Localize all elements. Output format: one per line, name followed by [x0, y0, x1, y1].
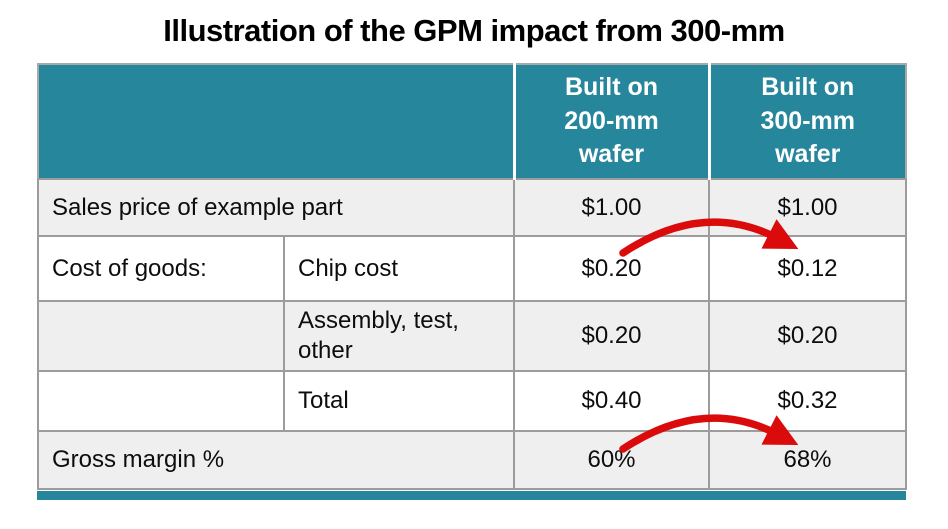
bottom-accent-bar: [37, 491, 906, 500]
sales-price-200: $1.00: [513, 178, 710, 237]
total-label: Total: [283, 370, 515, 432]
assembly-label: Assembly, test, other: [283, 300, 515, 372]
cost-of-goods-label: Cost of goods:: [37, 235, 285, 302]
gross-margin-label: Gross margin %: [37, 430, 515, 490]
chip-cost-200: $0.20: [513, 235, 710, 302]
gross-margin-300: 68%: [708, 430, 907, 490]
assembly-row: Assembly, test, other $0.20 $0.20: [37, 300, 907, 372]
assembly-200: $0.20: [513, 300, 710, 372]
header-200mm-cell: Built on 200-mm wafer: [512, 64, 709, 180]
sales-price-row: Sales price of example part $1.00 $1.00: [37, 178, 907, 237]
page-title: Illustration of the GPM impact from 300-…: [163, 13, 785, 48]
chip-cost-300: $0.12: [708, 235, 907, 302]
gross-margin-row: Gross margin % 60% 68%: [37, 430, 907, 490]
total-200: $0.40: [513, 370, 710, 432]
header-300mm-cell: Built on 300-mm wafer: [707, 64, 906, 180]
header-corner-cell: [38, 64, 514, 180]
chip-cost-label: Chip cost: [283, 235, 515, 302]
gross-margin-200: 60%: [513, 430, 710, 490]
sales-price-300: $1.00: [708, 178, 907, 237]
gpm-table: Built on 200-mm wafer Built on 300-mm wa…: [37, 63, 907, 490]
assembly-empty-cell: [37, 300, 285, 372]
total-empty-cell: [37, 370, 285, 432]
total-row: Total $0.40 $0.32: [37, 370, 907, 432]
assembly-300: $0.20: [708, 300, 907, 372]
sales-price-label: Sales price of example part: [37, 178, 515, 237]
chip-cost-row: Cost of goods: Chip cost $0.20 $0.12: [37, 235, 907, 302]
total-300: $0.32: [708, 370, 907, 432]
